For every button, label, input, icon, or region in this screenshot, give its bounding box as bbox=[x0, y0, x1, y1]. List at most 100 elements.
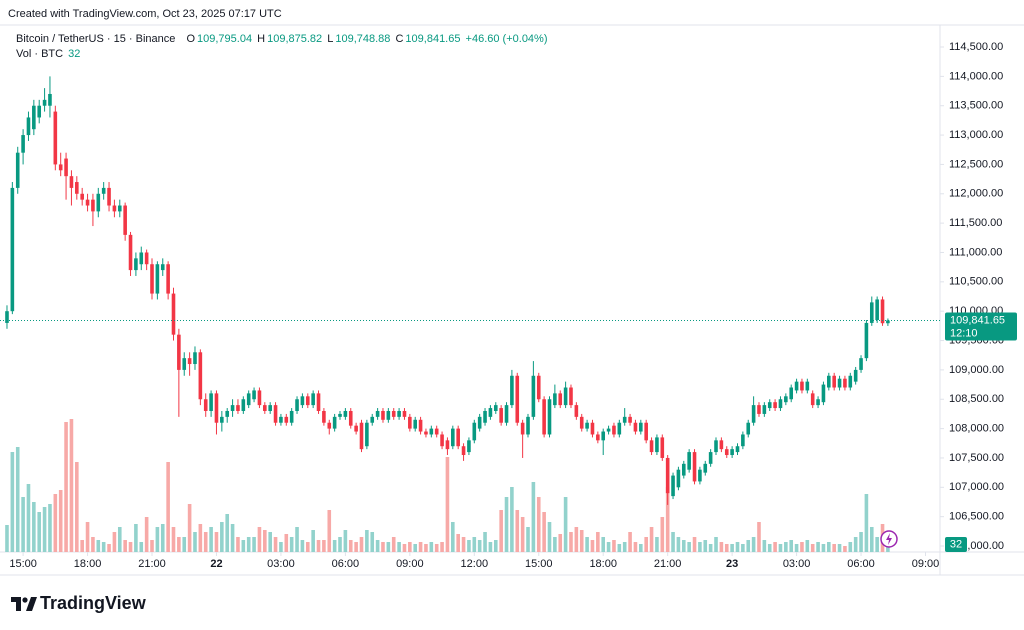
volume-bar bbox=[843, 546, 847, 552]
candle-body bbox=[741, 434, 745, 447]
candle-body bbox=[789, 387, 794, 400]
volume-bar bbox=[37, 512, 42, 552]
x-tick-label: 09:00 bbox=[912, 558, 940, 570]
volume-bar bbox=[53, 494, 58, 552]
volume-bar bbox=[80, 540, 84, 552]
candle-body bbox=[53, 111, 58, 165]
candle-body bbox=[757, 405, 761, 414]
volume-label-box bbox=[945, 537, 967, 552]
candle-body bbox=[499, 408, 503, 423]
y-tick-label: 110,500.00 bbox=[949, 276, 1003, 288]
volume-bar bbox=[665, 487, 670, 552]
volume-bar bbox=[230, 524, 235, 552]
y-tick-label: 112,000.00 bbox=[949, 188, 1003, 200]
candle-body bbox=[853, 369, 858, 382]
candle-body bbox=[177, 334, 181, 370]
candle-body bbox=[58, 164, 63, 171]
candle-body bbox=[123, 205, 127, 235]
candle-body bbox=[230, 405, 235, 411]
volume-bar bbox=[504, 497, 509, 552]
candle-body bbox=[263, 405, 267, 411]
candle-body bbox=[880, 299, 885, 324]
volume-bar bbox=[289, 537, 294, 552]
x-tick-label: 21:00 bbox=[654, 558, 682, 570]
candle-body bbox=[784, 396, 788, 403]
candle-body bbox=[241, 399, 246, 411]
volume-bar bbox=[187, 504, 192, 552]
candle-body bbox=[596, 434, 600, 441]
candle-body bbox=[64, 158, 68, 177]
volume-bar bbox=[203, 532, 208, 552]
volume-bar bbox=[848, 542, 853, 552]
volume-bar bbox=[784, 542, 788, 552]
candle-body bbox=[359, 422, 364, 450]
y-tick-label: 108,500.00 bbox=[949, 393, 1004, 405]
volume-bar bbox=[569, 532, 573, 552]
volume-bar bbox=[853, 537, 858, 552]
volume-bar bbox=[343, 530, 348, 552]
candle-body bbox=[859, 358, 863, 370]
volume-bar bbox=[692, 537, 697, 552]
candle-body bbox=[150, 264, 154, 294]
candle-body bbox=[649, 440, 654, 453]
volume-bar bbox=[408, 542, 412, 552]
volume-bar bbox=[305, 542, 310, 552]
watermark: Created with TradingView.com, Oct 23, 20… bbox=[8, 8, 282, 20]
logo: TradingView bbox=[11, 593, 147, 613]
close-value: 109,841.65 bbox=[405, 33, 461, 45]
volume-bar bbox=[134, 524, 138, 552]
volume-bar bbox=[644, 537, 648, 552]
volume-bar bbox=[859, 532, 863, 552]
high-value: 109,875.82 bbox=[267, 33, 323, 45]
volume-bar bbox=[510, 487, 514, 552]
volume-bar bbox=[128, 542, 133, 552]
x-tick-label: 03:00 bbox=[783, 558, 811, 570]
candle-body bbox=[660, 437, 665, 458]
volume-bar bbox=[724, 544, 729, 552]
candle-body bbox=[526, 416, 530, 435]
volume-bar bbox=[144, 517, 149, 552]
candle-body bbox=[869, 302, 874, 323]
candle-body bbox=[96, 193, 101, 212]
x-tick-label: 22 bbox=[210, 558, 222, 570]
last-price-box bbox=[945, 312, 1017, 341]
candle-body bbox=[26, 117, 31, 136]
candle-body bbox=[553, 393, 557, 406]
candle-body bbox=[456, 428, 460, 447]
volume-bar bbox=[214, 532, 219, 552]
volume-bar bbox=[456, 534, 460, 552]
candle-body bbox=[171, 293, 176, 335]
candle-body bbox=[461, 446, 466, 456]
volume-bar bbox=[424, 544, 428, 552]
volume-bar bbox=[327, 510, 332, 552]
volume-bar bbox=[117, 527, 122, 552]
volume-bar bbox=[246, 537, 251, 552]
volume-bar bbox=[21, 497, 25, 552]
candle-body bbox=[585, 422, 589, 429]
volume-bar bbox=[746, 540, 751, 552]
candle-body bbox=[134, 258, 138, 271]
candle-body bbox=[198, 352, 203, 400]
candle-body bbox=[268, 405, 272, 411]
volume-bar bbox=[397, 542, 401, 552]
candle-body bbox=[719, 440, 724, 450]
low-label: L bbox=[327, 33, 334, 45]
volume-bar bbox=[32, 502, 36, 552]
candle-body bbox=[91, 199, 95, 212]
volume-bar bbox=[639, 544, 643, 552]
volume-bar bbox=[26, 484, 31, 552]
volume-bar bbox=[440, 542, 444, 552]
y-tick-label: 114,000.00 bbox=[949, 70, 1003, 82]
volume-bar bbox=[263, 530, 267, 552]
candle-body bbox=[424, 431, 428, 435]
volume-bar bbox=[596, 532, 600, 552]
candle-body bbox=[418, 419, 423, 432]
candle-body bbox=[520, 422, 525, 435]
candle-body bbox=[655, 437, 659, 453]
volume-bar bbox=[139, 542, 144, 552]
candle-body bbox=[37, 105, 42, 118]
candle-body bbox=[606, 428, 611, 432]
volume-bar bbox=[778, 544, 783, 552]
volume-bar bbox=[198, 524, 203, 552]
volume-bar bbox=[628, 532, 632, 552]
